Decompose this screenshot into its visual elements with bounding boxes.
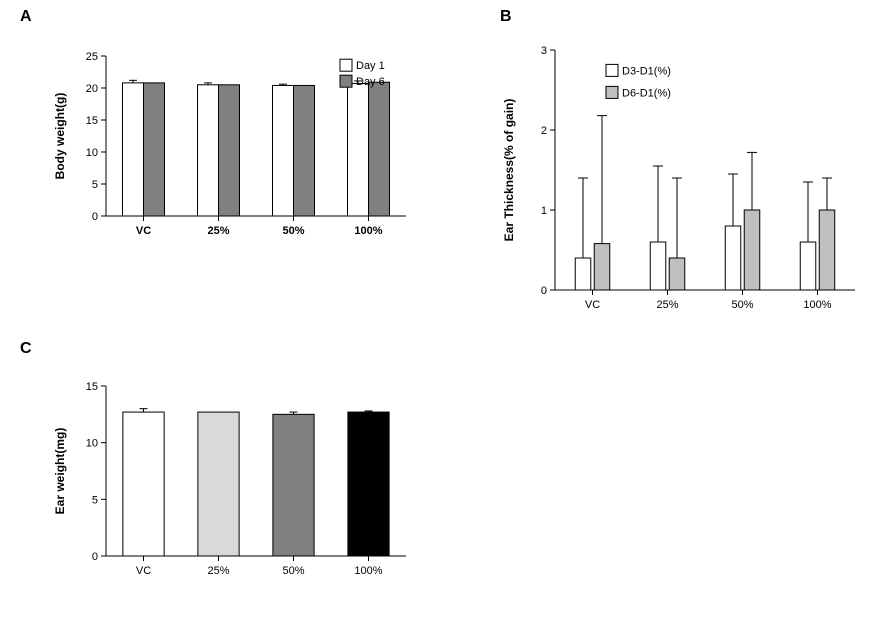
svg-text:50%: 50% xyxy=(282,565,304,577)
svg-text:20: 20 xyxy=(86,83,98,95)
svg-text:3: 3 xyxy=(541,45,547,57)
svg-text:25%: 25% xyxy=(207,565,229,577)
svg-text:D3-D1(%): D3-D1(%) xyxy=(622,65,671,77)
svg-text:Day 6: Day 6 xyxy=(356,76,385,88)
panel-label-a: A xyxy=(20,8,32,26)
svg-text:VC: VC xyxy=(136,565,151,577)
svg-text:100%: 100% xyxy=(354,565,382,577)
panel-label-c: C xyxy=(20,340,32,358)
svg-text:100%: 100% xyxy=(354,225,382,237)
svg-text:VC: VC xyxy=(585,299,600,311)
page-root: A B C 0510152025Body weight(g)VC25%50%10… xyxy=(0,0,878,628)
svg-text:5: 5 xyxy=(92,179,98,191)
svg-text:10: 10 xyxy=(86,438,98,450)
svg-text:25%: 25% xyxy=(207,225,229,237)
chart-a: 0 5 10 15 20 25 Body weight(g) VC 25% 50% 100% Day … xyxy=(36,36,426,256)
svg-text:VC: VC xyxy=(136,225,151,237)
svg-text:2: 2 xyxy=(541,125,547,137)
svg-text:0: 0 xyxy=(541,285,547,297)
svg-text:D6-D1(%): D6-D1(%) xyxy=(622,87,671,99)
svg-text:Body weight(g): Body weight(g) xyxy=(53,93,67,180)
svg-text:5: 5 xyxy=(92,494,98,506)
svg-text:25: 25 xyxy=(86,51,98,63)
svg-text:25%: 25% xyxy=(656,299,678,311)
svg-text:0: 0 xyxy=(92,211,98,223)
svg-text:15: 15 xyxy=(86,115,98,127)
svg-text:15: 15 xyxy=(86,381,98,393)
svg-text:0: 0 xyxy=(92,551,98,563)
svg-text:1: 1 xyxy=(541,205,547,217)
svg-text:50%: 50% xyxy=(282,225,304,237)
svg-text:50%: 50% xyxy=(731,299,753,311)
svg-text:10: 10 xyxy=(86,147,98,159)
svg-text:Ear Thickness(% of gain): Ear Thickness(% of gain) xyxy=(502,99,516,242)
chart-c: 0 5 10 15 Ear weight(mg) VC 25% 50% 100% xyxy=(36,370,426,590)
chart-b: 0 1 2 3 Ear Thickness(% of gain) VC 25% 50% 100%… xyxy=(490,30,870,320)
svg-text:100%: 100% xyxy=(803,299,831,311)
panel-label-b: B xyxy=(500,8,512,26)
svg-text:Day 1: Day 1 xyxy=(356,60,385,72)
svg-text:Ear weight(mg): Ear weight(mg) xyxy=(53,428,67,515)
